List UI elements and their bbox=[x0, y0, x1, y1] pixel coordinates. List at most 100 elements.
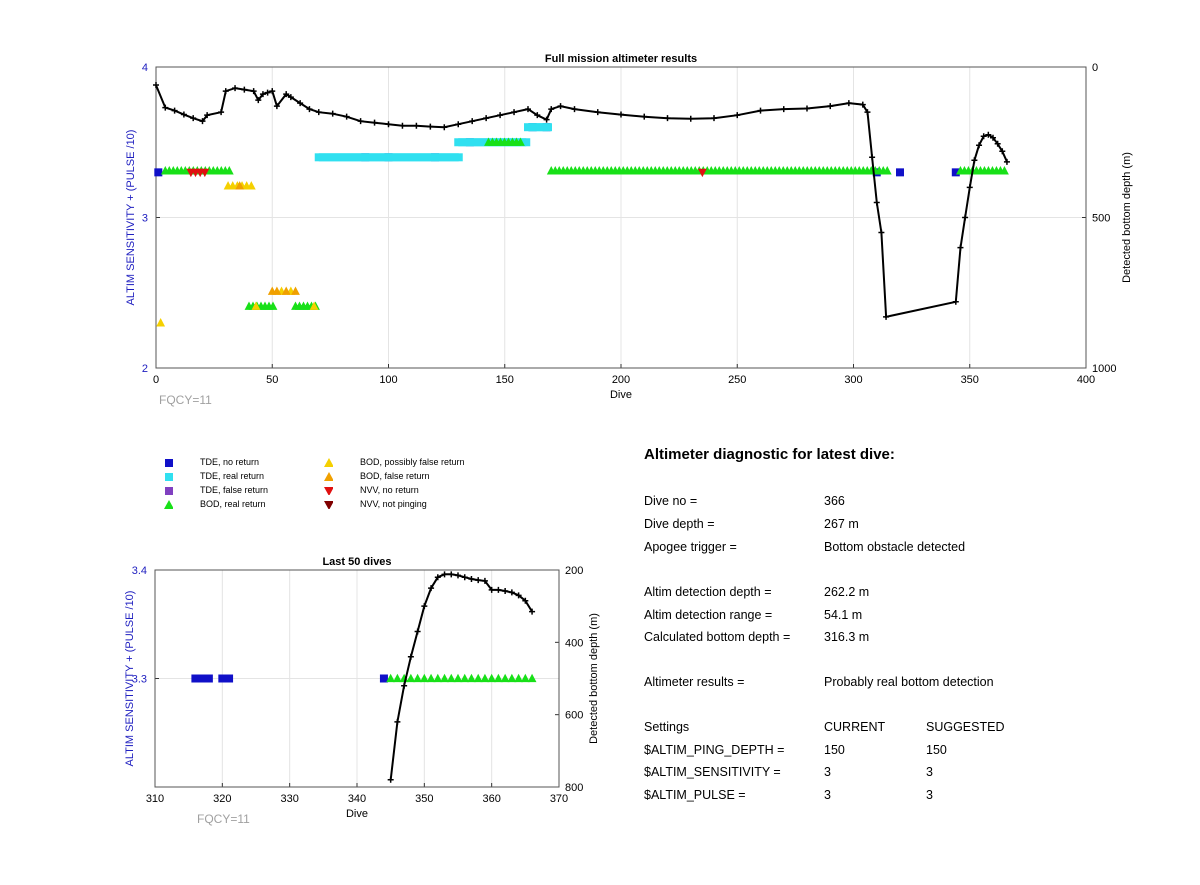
series-marker bbox=[200, 168, 210, 178]
depth-point bbox=[515, 592, 522, 599]
depth-point bbox=[488, 586, 495, 593]
series-marker bbox=[251, 301, 261, 310]
y-axis-label: ALTIM SENSITIVITY + (PULSE /10) bbox=[125, 130, 137, 306]
series-marker bbox=[225, 674, 234, 683]
x-tick-label: 340 bbox=[348, 793, 366, 805]
depth-point bbox=[441, 124, 448, 131]
depth-point bbox=[557, 103, 564, 110]
depth-point bbox=[343, 113, 350, 120]
depth-point bbox=[734, 112, 741, 119]
series-marker bbox=[453, 673, 463, 683]
x-tick-label: 100 bbox=[379, 374, 397, 386]
depth-point bbox=[469, 118, 476, 125]
depth-point bbox=[455, 572, 461, 579]
diag-value: 262.2 m bbox=[824, 585, 870, 599]
series-marker bbox=[191, 674, 200, 683]
diag-label: Calculated bottom depth = bbox=[644, 630, 791, 644]
depth-point bbox=[385, 121, 392, 128]
x-tick-label: 350 bbox=[415, 793, 433, 805]
legend-label: BOD, real return bbox=[200, 499, 266, 509]
series-marker bbox=[473, 673, 483, 683]
series-marker bbox=[393, 673, 402, 683]
series-marker bbox=[272, 286, 282, 295]
depth-point bbox=[407, 653, 414, 660]
x-tick-label: 370 bbox=[550, 793, 568, 805]
depth-point bbox=[448, 571, 455, 578]
legend-marker bbox=[324, 458, 333, 467]
depth-point bbox=[502, 587, 509, 594]
series-marker bbox=[507, 673, 517, 683]
depth-point bbox=[357, 118, 364, 125]
series-marker bbox=[480, 673, 490, 683]
series-tde-no-return bbox=[191, 674, 388, 683]
depth-point bbox=[475, 577, 482, 584]
depth-point bbox=[711, 115, 717, 122]
series-marker bbox=[198, 674, 207, 683]
settings-current-header: CURRENT bbox=[824, 720, 886, 734]
legend-symbol bbox=[324, 487, 333, 495]
setting-label: $ALTIM_SENSITIVITY = bbox=[644, 765, 781, 779]
depth-point bbox=[401, 682, 408, 689]
series-marker bbox=[268, 301, 278, 310]
y-axis-label: ALTIM SENSITIVITY + (PULSE /10) bbox=[124, 591, 136, 767]
settings-suggested-header: SUGGESTED bbox=[926, 720, 1005, 734]
diag-value: 267 m bbox=[824, 517, 859, 531]
series-marker bbox=[516, 137, 525, 146]
depth-point bbox=[399, 122, 406, 129]
depth-point bbox=[269, 88, 276, 95]
setting-current: 150 bbox=[824, 743, 845, 757]
series-marker bbox=[406, 673, 416, 683]
depth-line bbox=[389, 573, 533, 780]
diag-label: Apogee trigger = bbox=[644, 540, 737, 554]
depth-point bbox=[962, 214, 969, 221]
series-marker bbox=[440, 673, 449, 683]
depth-point bbox=[664, 115, 671, 122]
depth-point bbox=[306, 106, 313, 113]
series-marker bbox=[433, 673, 443, 683]
depth-point bbox=[543, 116, 550, 123]
x-tick-label: 0 bbox=[153, 374, 159, 386]
series-marker bbox=[522, 138, 531, 147]
diag-value: 316.3 m bbox=[824, 630, 870, 644]
depth-point bbox=[497, 112, 504, 119]
depth-point bbox=[315, 109, 322, 116]
x-tick-label: 250 bbox=[728, 374, 746, 386]
setting-label: $ALTIM_PULSE = bbox=[644, 788, 746, 802]
depth-point bbox=[273, 103, 280, 110]
depth-point bbox=[441, 571, 448, 578]
series-bod-false-return bbox=[235, 181, 300, 295]
depth-point bbox=[495, 586, 502, 593]
series-marker bbox=[487, 673, 497, 683]
x-tick-label: 360 bbox=[482, 793, 500, 805]
diag-label: Dive no = bbox=[644, 494, 698, 508]
legend-label: NVV, not pinging bbox=[360, 499, 427, 509]
depth-point bbox=[241, 86, 248, 93]
x-axis-label: Dive bbox=[346, 808, 368, 820]
series-marker bbox=[246, 181, 256, 190]
x-tick-label: 330 bbox=[280, 793, 298, 805]
depth-point bbox=[641, 113, 648, 120]
depth-point bbox=[994, 140, 1001, 147]
legend-marker bbox=[324, 487, 333, 495]
depth-point bbox=[864, 109, 871, 116]
depth-point bbox=[455, 121, 462, 128]
y-tick-label: 3.4 bbox=[132, 565, 147, 577]
depth-point bbox=[594, 109, 601, 116]
depth-point bbox=[162, 104, 169, 111]
axes-frame bbox=[155, 66, 1087, 369]
depth-point bbox=[394, 718, 401, 725]
depth-point bbox=[180, 111, 187, 118]
legend-label: BOD, possibly false return bbox=[360, 457, 465, 467]
depth-point bbox=[827, 103, 834, 110]
x-tick-label: 310 bbox=[146, 793, 164, 805]
series-bod-real-return bbox=[160, 137, 1009, 310]
y2-axis-label: Detected bottom depth (m) bbox=[588, 613, 600, 744]
depth-point bbox=[204, 112, 211, 119]
series-marker bbox=[156, 318, 166, 327]
depth-point bbox=[571, 106, 578, 113]
depth-point bbox=[957, 244, 964, 251]
legend-marker bbox=[165, 459, 173, 467]
depth-point bbox=[529, 608, 536, 615]
depth-point bbox=[687, 115, 694, 122]
legend-symbol bbox=[165, 487, 173, 495]
